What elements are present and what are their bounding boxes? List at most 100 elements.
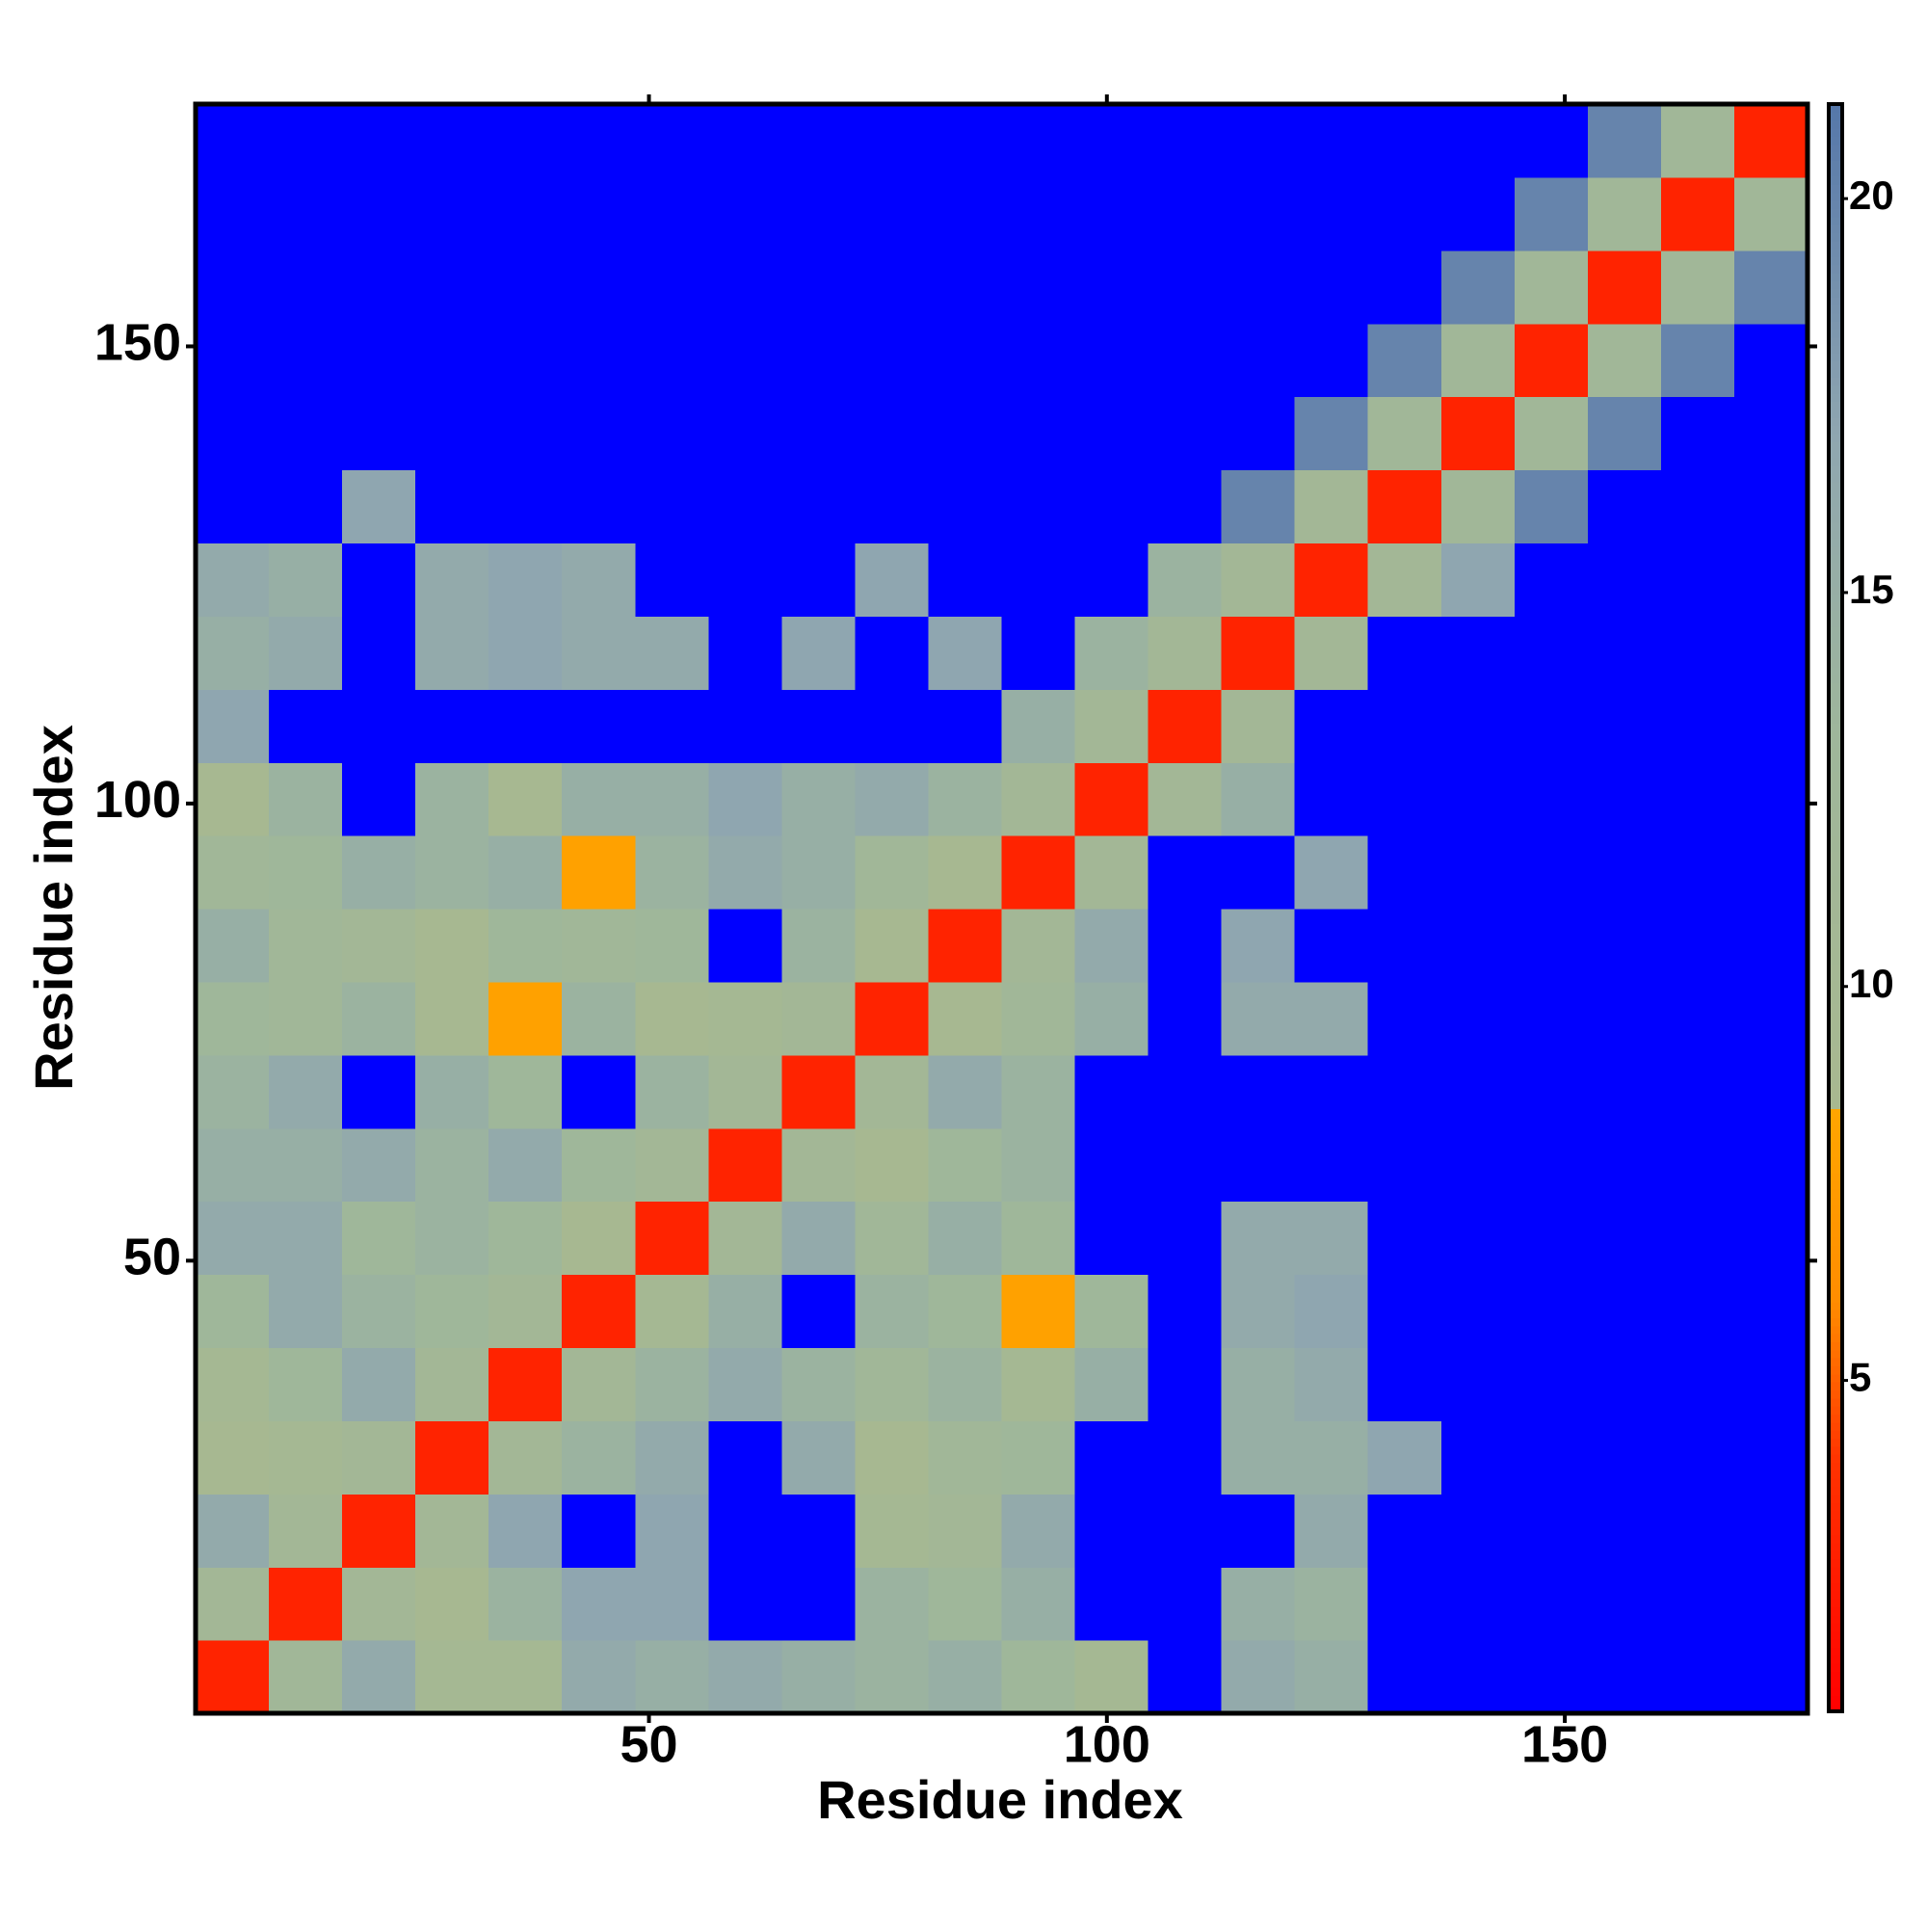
colorbar-swatch: [1829, 1518, 1842, 1527]
heatmap-cell: [1660, 176, 1735, 251]
heatmap-cell: [1587, 835, 1662, 910]
heatmap-cell: [1587, 543, 1662, 617]
colorbar-swatch: [1829, 441, 1842, 451]
heatmap-cell: [1660, 689, 1735, 763]
colorbar-swatch: [1829, 1108, 1842, 1118]
heatmap-cell: [1294, 176, 1369, 251]
heatmap-cell: [1514, 250, 1589, 325]
heatmap-cell: [1587, 981, 1662, 1056]
heatmap-cell: [1660, 1420, 1735, 1495]
heatmap-cell: [635, 1274, 709, 1349]
heatmap-cell: [1733, 176, 1808, 251]
heatmap-cell: [1001, 981, 1076, 1056]
heatmap-cell: [635, 469, 709, 544]
heatmap-cell: [928, 469, 1003, 544]
colorbar-swatch: [1829, 899, 1842, 909]
colorbar-swatch: [1829, 1614, 1842, 1624]
colorbar-swatch: [1829, 1284, 1842, 1294]
heatmap-cell: [1587, 1274, 1662, 1349]
colorbar-swatch: [1829, 433, 1842, 442]
colorbar-swatch: [1829, 425, 1842, 435]
heatmap-cell: [1221, 1640, 1296, 1714]
heatmap-cell: [781, 689, 857, 763]
heatmap-cell: [635, 616, 709, 690]
heatmap-cell: [488, 909, 563, 983]
heatmap-cell: [488, 1567, 563, 1641]
heatmap-cell: [1440, 835, 1516, 910]
colorbar-swatch: [1829, 594, 1842, 603]
heatmap-cell: [488, 176, 563, 251]
colorbar-swatch: [1829, 1028, 1842, 1038]
heatmap-cell: [1001, 1201, 1076, 1276]
heatmap-cell: [781, 762, 857, 836]
heatmap-cell: [1148, 616, 1223, 690]
heatmap-cell: [562, 1274, 636, 1349]
heatmap-cell: [708, 1494, 782, 1568]
heatmap-cell: [1440, 323, 1516, 398]
heatmap-cell: [415, 396, 489, 471]
heatmap-cell: [415, 835, 489, 910]
heatmap-cell: [1367, 250, 1442, 325]
colorbar-swatch: [1829, 360, 1842, 370]
heatmap-cell: [269, 981, 343, 1056]
heatmap-cell: [855, 1494, 930, 1568]
heatmap-cell: [1148, 981, 1223, 1056]
heatmap-cell: [708, 1640, 782, 1714]
heatmap-cell: [1294, 104, 1369, 178]
heatmap-cell: [415, 1567, 489, 1641]
heatmap-cell: [342, 1274, 416, 1349]
heatmap-cell: [562, 323, 636, 398]
colorbar-swatch: [1829, 1092, 1842, 1101]
heatmap-cell: [342, 1640, 416, 1714]
colorbar-swatch: [1829, 730, 1842, 740]
heatmap-cell: [1001, 250, 1076, 325]
heatmap-cell: [1660, 835, 1735, 910]
heatmap-cell: [1221, 1127, 1296, 1203]
heatmap-cell: [1074, 250, 1149, 325]
heatmap-cell: [488, 1274, 563, 1349]
heatmap-cell: [855, 1127, 930, 1203]
colorbar-swatch: [1829, 1406, 1842, 1416]
heatmap-cell: [488, 1054, 563, 1129]
heatmap-cell: [781, 396, 857, 471]
heatmap-cell: [1440, 250, 1516, 325]
heatmap-cell: [1148, 835, 1223, 910]
heatmap-cell: [415, 762, 489, 836]
heatmap-cell: [1660, 909, 1735, 983]
colorbar-swatch: [1829, 610, 1842, 620]
heatmap-cell: [1587, 1494, 1662, 1568]
heatmap-cell: [1221, 1567, 1296, 1641]
heatmap-cell: [342, 1494, 416, 1568]
heatmap-cell: [1074, 909, 1149, 983]
heatmap-cell: [928, 835, 1003, 910]
heatmap-cell: [269, 1201, 343, 1276]
heatmap-cell: [928, 250, 1003, 325]
colorbar-tick-label: 5: [1849, 1355, 1871, 1400]
heatmap-cell: [415, 1347, 489, 1421]
colorbar-swatch: [1829, 1052, 1842, 1062]
colorbar-swatch: [1829, 1149, 1842, 1158]
colorbar-swatch: [1829, 1445, 1842, 1455]
colorbar-swatch: [1829, 851, 1842, 860]
heatmap-cell: [1074, 1201, 1149, 1276]
heatmap-cell: [635, 396, 709, 471]
colorbar-swatch: [1829, 497, 1842, 507]
heatmap-cell: [1001, 1274, 1076, 1349]
heatmap-cell: [342, 689, 416, 763]
heatmap-cell: [781, 1274, 857, 1349]
heatmap-cell: [855, 396, 930, 471]
x-tick-label: 150: [1521, 1715, 1608, 1773]
heatmap-cell: [928, 689, 1003, 763]
colorbar-tick-label: 20: [1849, 172, 1894, 218]
x-tick-label: 100: [1064, 1715, 1150, 1773]
heatmap-cell: [855, 104, 930, 178]
heatmap-cell: [781, 543, 857, 617]
heatmap-cell: [269, 176, 343, 251]
colorbar-swatch: [1829, 449, 1842, 459]
heatmap-cell: [1587, 1567, 1662, 1641]
y-tick-label: 150: [94, 314, 181, 372]
heatmap-cell: [342, 176, 416, 251]
colorbar-swatch: [1829, 384, 1842, 394]
heatmap-cell: [1733, 1347, 1808, 1421]
heatmap-cell: [1733, 543, 1808, 617]
